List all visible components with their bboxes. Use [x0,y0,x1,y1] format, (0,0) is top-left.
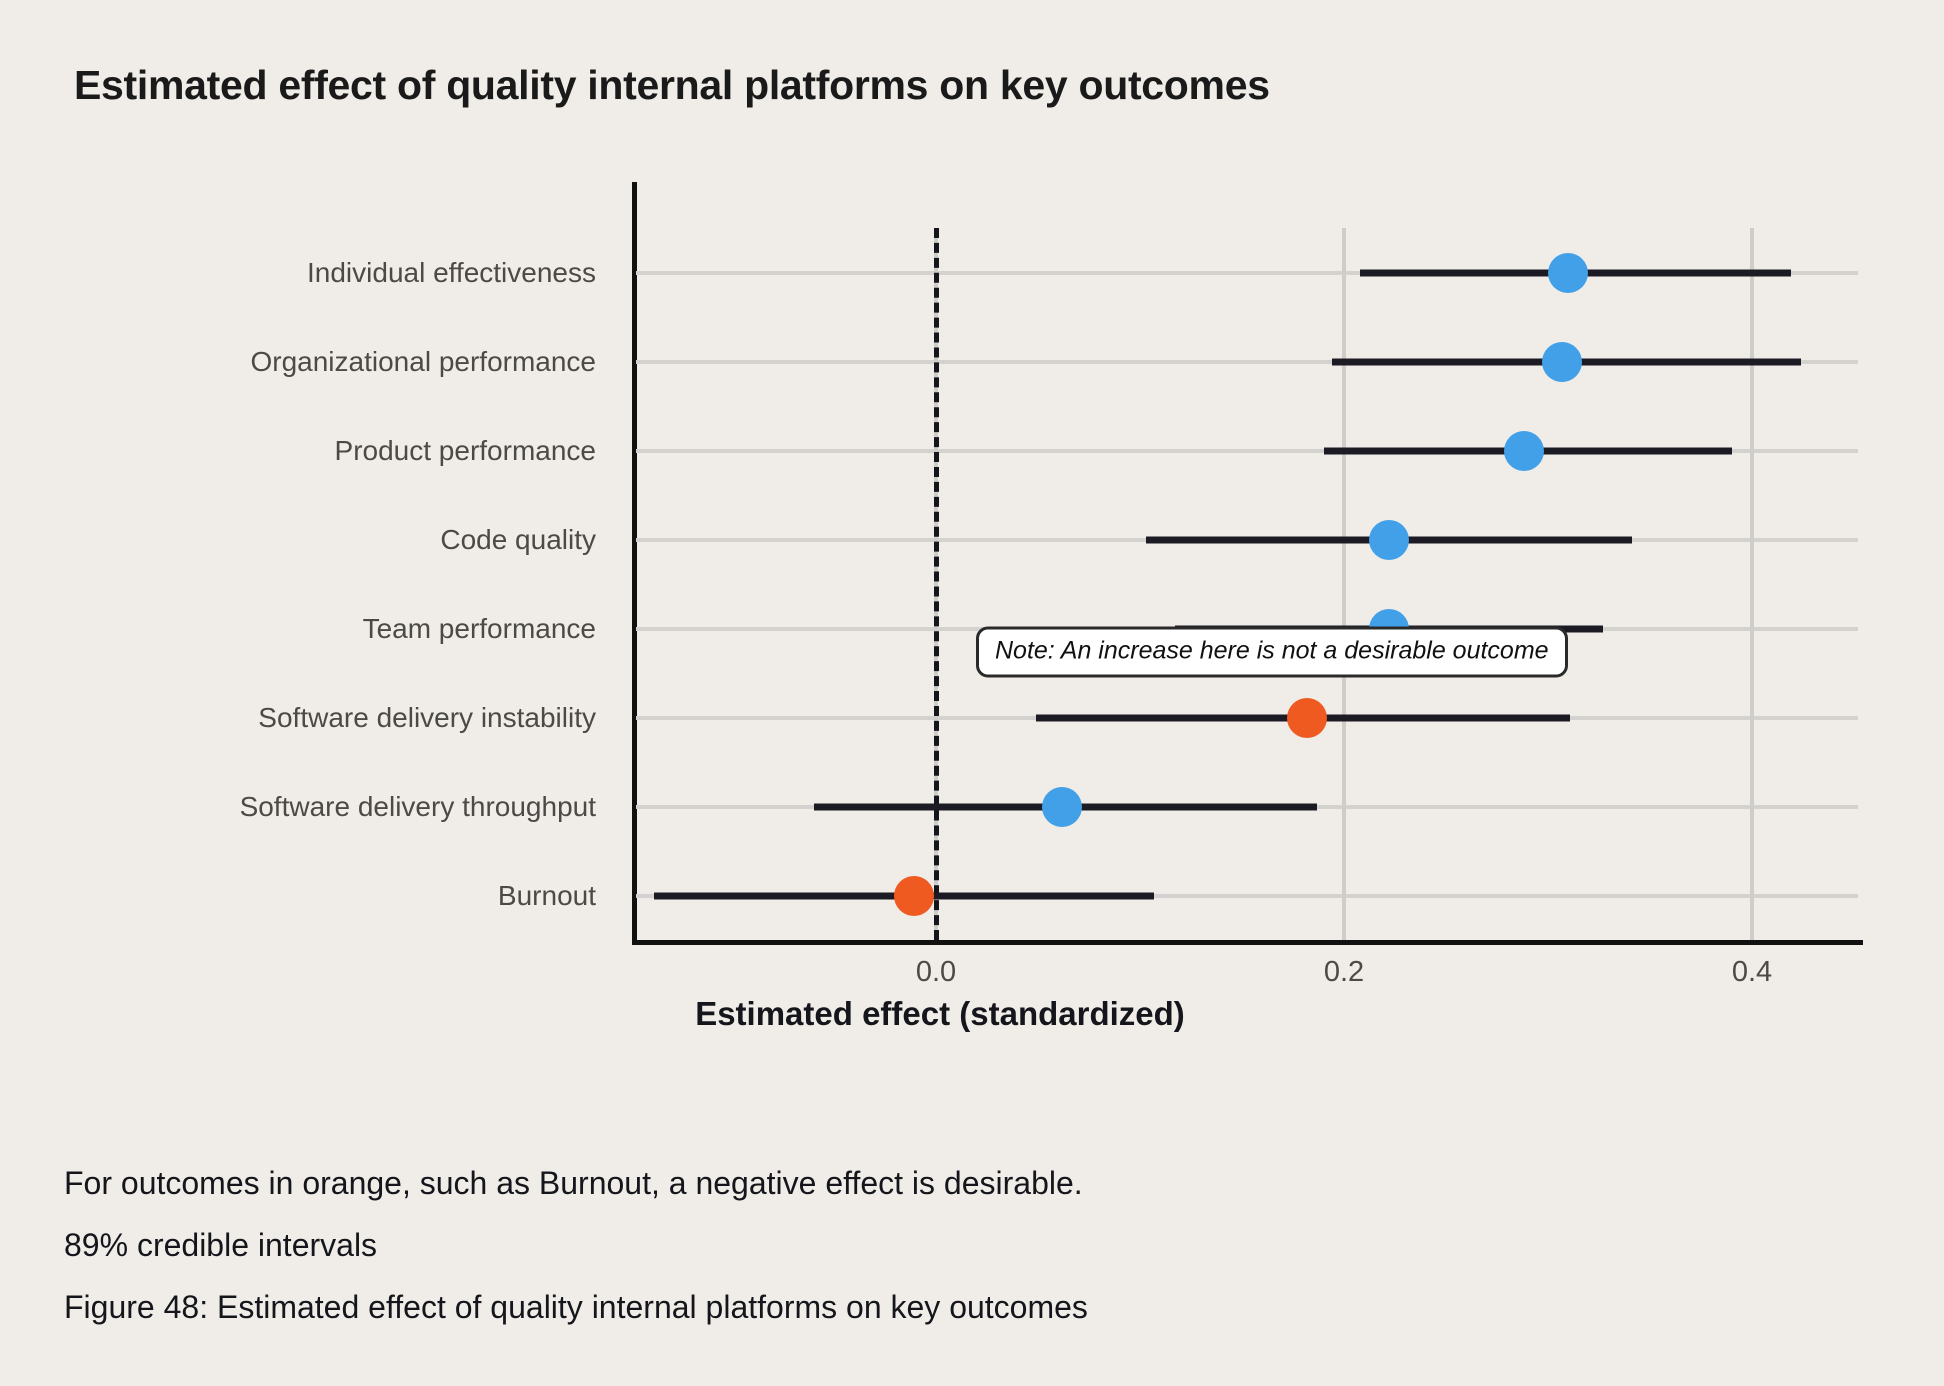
y-axis-spine [632,182,637,944]
y-tick-label: Individual effectiveness [307,256,596,288]
estimate-point [1503,430,1544,471]
y-axis-tick-labels: Individual effectiveness Organizational p… [0,0,600,1386]
gridline-horizontal [636,270,1858,275]
gridline-vertical [1750,228,1754,940]
plot-area [632,182,1863,945]
zero-reference-line [934,228,939,940]
caption-line-figure-number: Figure 48: Estimated effect of quality i… [64,1289,1088,1325]
estimate-point [1368,519,1409,560]
annotation-note: Note: An increase here is not a desirabl… [976,626,1568,678]
estimate-point [893,875,934,916]
gridline-horizontal [636,448,1858,453]
y-tick-label: Burnout [497,879,596,911]
x-tick-label: 0.4 [1731,956,1773,988]
x-tick-label: 0.2 [1323,956,1365,988]
y-tick-label: Product performance [334,434,596,466]
y-tick-label: Team performance [362,612,596,644]
estimate-point [1548,252,1589,293]
gridline-horizontal [636,359,1858,364]
figure-caption: For outcomes in orange, such as Burnout,… [64,1152,1664,1338]
x-axis-title: Estimated effect (standardized) [695,995,1185,1032]
y-tick-label: Software delivery instability [258,701,596,733]
caption-line-orange-note: For outcomes in orange, such as Burnout,… [64,1165,1083,1201]
x-tick-label: 0.0 [915,956,957,988]
estimate-point [1042,786,1083,827]
gridline-horizontal [636,893,1858,898]
y-tick-label: Software delivery throughput [239,790,596,822]
estimate-point [1542,341,1583,382]
estimate-point [1287,697,1328,738]
x-axis-spine [632,940,1863,945]
caption-line-intervals: 89% credible intervals [64,1227,378,1263]
y-tick-label: Code quality [440,523,596,555]
gridline-vertical [1342,228,1346,940]
chart-title: Estimated effect of quality internal pla… [74,62,1270,108]
y-tick-label: Organizational performance [250,345,596,377]
